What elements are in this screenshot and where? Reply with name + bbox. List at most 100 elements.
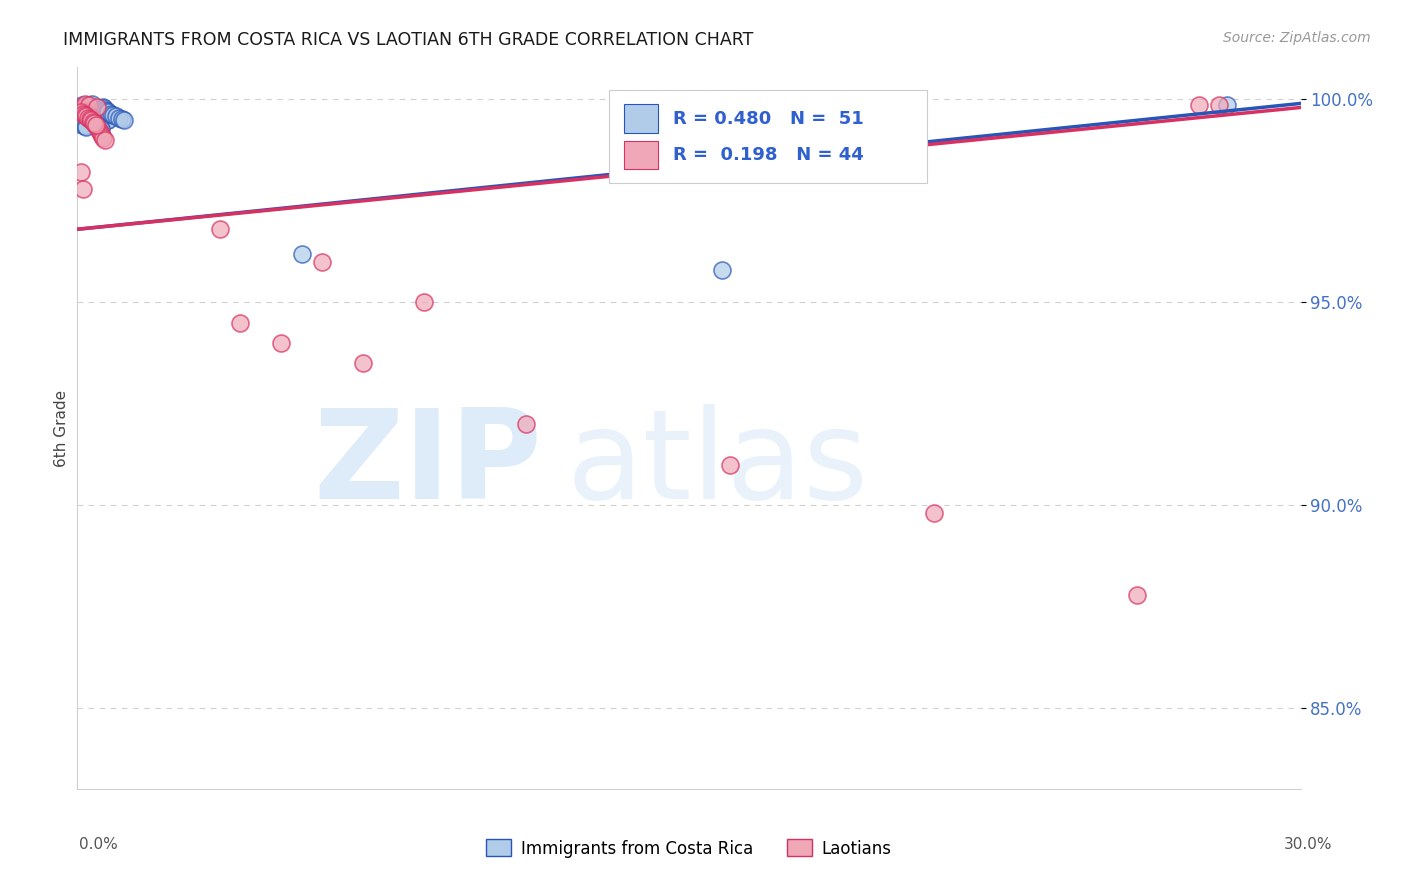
Point [97,105,120,120]
Point [413,295,436,310]
Point [1126,588,1149,602]
Point [311,254,333,268]
Point [270,335,292,350]
Point [70,165,93,179]
Point [290,246,312,260]
Point [100,106,122,120]
Point [105,110,128,124]
Point [70,118,93,132]
Point [94,103,117,117]
Point [1208,98,1230,112]
Point [83,114,105,128]
Point [76,108,98,122]
Point [70,105,93,120]
Point [93,131,115,145]
Point [84,119,107,133]
Bar [624,141,658,169]
Point [75,120,97,134]
Point [73,108,96,122]
Point [90,105,112,120]
Text: 30.0%: 30.0% [1284,838,1331,852]
Point [87,119,110,133]
Point [103,108,125,122]
Point [80,112,103,126]
Point [89,120,111,134]
Point [77,110,100,124]
Point [77,111,100,125]
Point [93,101,115,115]
Point [83,106,105,120]
Point [73,119,96,133]
Point [229,316,252,330]
Bar [609,90,928,183]
Point [93,133,115,147]
Point [72,101,94,115]
Point [208,222,231,236]
Point [96,103,118,118]
Point [83,116,105,130]
Point [82,114,104,128]
Point [89,110,111,124]
Point [90,127,112,141]
Point [90,121,112,136]
Point [82,103,104,118]
Point [79,111,101,125]
Point [72,106,94,120]
Point [718,458,741,472]
Point [97,112,120,127]
Point [84,105,107,120]
Point [1216,98,1239,112]
Point [710,263,733,277]
Point [75,98,97,112]
Point [94,109,117,123]
Point [70,98,93,112]
Point [86,101,108,115]
Point [75,104,97,119]
Point [112,113,135,128]
Point [108,111,131,125]
Point [73,101,96,115]
Point [84,118,107,132]
Text: 0.0%: 0.0% [79,838,118,852]
Point [79,112,101,126]
Point [86,118,108,132]
Point [91,111,114,125]
Point [352,356,374,370]
Point [82,112,104,127]
Point [79,109,101,123]
Point [73,105,96,120]
Text: Source: ZipAtlas.com: Source: ZipAtlas.com [1223,31,1371,45]
Point [84,116,107,130]
Text: R = 0.480   N =  51: R = 0.480 N = 51 [673,110,863,128]
Point [87,109,110,123]
Point [86,103,108,118]
Point [82,113,104,128]
Point [96,113,118,128]
Point [111,112,134,126]
Point [76,106,98,120]
Point [80,97,103,112]
Point [72,182,94,196]
Point [89,125,111,139]
Point [70,103,93,118]
Point [75,97,97,112]
Point [76,100,98,114]
Y-axis label: 6th Grade: 6th Grade [53,390,69,467]
Point [91,100,114,114]
Point [73,103,96,117]
Text: ZIP: ZIP [314,404,543,524]
Point [79,104,101,119]
Legend: Immigrants from Costa Rica, Laotians: Immigrants from Costa Rica, Laotians [479,832,898,864]
Point [83,117,105,131]
Point [77,103,100,117]
Point [72,101,94,115]
Text: R =  0.198   N = 44: R = 0.198 N = 44 [673,146,863,164]
Point [75,106,97,120]
Text: IMMIGRANTS FROM COSTA RICA VS LAOTIAN 6TH GRADE CORRELATION CHART: IMMIGRANTS FROM COSTA RICA VS LAOTIAN 6T… [63,31,754,49]
Point [83,114,105,128]
Point [87,123,110,137]
Point [922,507,945,521]
Point [75,110,97,124]
Bar [624,104,658,134]
Point [77,98,100,112]
